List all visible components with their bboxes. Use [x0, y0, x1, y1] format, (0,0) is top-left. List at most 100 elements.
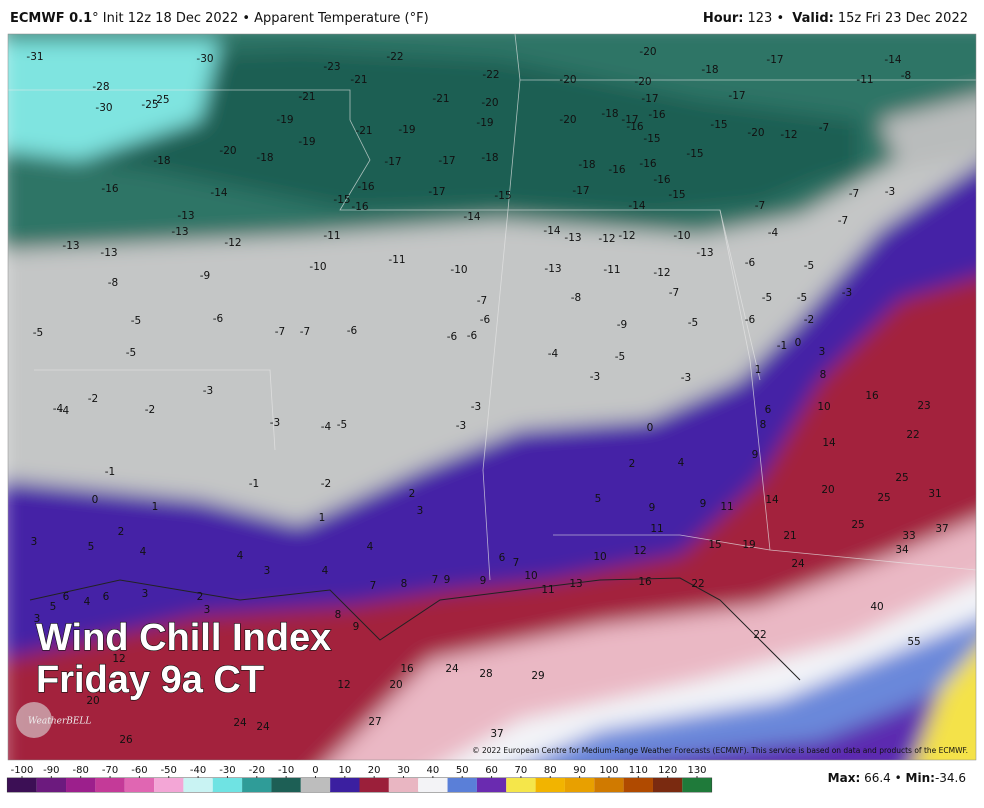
map-value: 23 — [917, 400, 930, 412]
map-value: -16 — [357, 181, 374, 193]
map-value: -2 — [88, 393, 98, 405]
map-value: -12 — [224, 237, 241, 249]
map-value: 3 — [31, 536, 38, 548]
map-value: -6 — [347, 325, 358, 337]
colorbar-segment — [330, 778, 360, 792]
header-right: Hour: 123 • Valid: 15z Fri 23 Dec 2022 — [703, 11, 968, 26]
map-value: 1 — [152, 501, 159, 513]
logo-icon — [16, 702, 52, 738]
map-value: 37 — [935, 523, 948, 535]
map-value: -20 — [747, 127, 764, 139]
map-value: -6 — [745, 314, 756, 326]
colorbar-label: 100 — [599, 765, 618, 776]
map-value: 9 — [649, 502, 656, 514]
max-label: Max: — [827, 771, 861, 785]
map-value: -12 — [618, 230, 635, 242]
map-value: 9 — [444, 574, 451, 586]
map-value: -8 — [571, 292, 581, 304]
hour-label: Hour: — [702, 11, 744, 26]
map-value: -10 — [450, 264, 467, 276]
map-value: 24 — [233, 717, 247, 729]
map-value: -11 — [388, 254, 405, 266]
colorbar-segment — [623, 778, 653, 792]
map-value: -18 — [578, 159, 595, 171]
map-value: -7 — [669, 287, 679, 299]
map-value: 2 — [629, 458, 636, 470]
map-frame — [7, 33, 977, 761]
colorbar-label: -50 — [161, 765, 177, 776]
map-value: 4 — [678, 457, 685, 469]
colorbar-label: -20 — [249, 765, 265, 776]
map-value: -14 — [210, 187, 227, 199]
map-value: -16 — [608, 164, 625, 176]
colorbar-label: 80 — [544, 765, 557, 776]
colorbar-segment — [124, 778, 155, 792]
map-value: 8 — [820, 369, 827, 381]
map-value: 3 — [204, 604, 211, 616]
map-value: 14 — [765, 494, 779, 506]
map-value: 5 — [88, 541, 95, 553]
map-value: 7 — [370, 580, 377, 592]
map-value: 3 — [34, 613, 41, 625]
map-value: -31 — [26, 51, 43, 63]
map-value: -25 — [141, 99, 158, 111]
map-value: -1 — [105, 466, 115, 478]
map-value: -5 — [131, 315, 141, 327]
map-value: -21 — [350, 74, 367, 86]
map-value: 20 — [389, 679, 402, 691]
map-value: -15 — [494, 190, 511, 202]
map-value: 22 — [753, 629, 766, 641]
map-value: -10 — [673, 230, 690, 242]
map-value: -9 — [617, 319, 627, 331]
map-value: -18 — [256, 152, 273, 164]
map-value: 15 — [708, 539, 721, 551]
map-value: -6 — [467, 330, 478, 342]
map-value: -17 — [428, 186, 445, 198]
map-value: -9 — [200, 270, 210, 282]
map-value: -19 — [298, 136, 315, 148]
map-value: -5 — [615, 351, 625, 363]
colorbar-label: 90 — [573, 765, 586, 776]
map-value: -4 — [53, 403, 64, 415]
map-value: -1 — [249, 478, 259, 490]
colorbar-label: 120 — [658, 765, 677, 776]
map-value: -7 — [477, 295, 487, 307]
map-value: -13 — [100, 247, 117, 259]
map-value: -4 — [768, 227, 779, 239]
min-label: Min: — [905, 771, 935, 785]
map-value: 22 — [906, 429, 919, 441]
map-value: 3 — [142, 588, 149, 600]
map-value: 0 — [647, 422, 654, 434]
map-value: -17 — [621, 114, 638, 126]
colorbar-segment — [95, 778, 125, 792]
map-value: -15 — [710, 119, 727, 131]
map-value: 11 — [720, 501, 733, 513]
map-value: 26 — [119, 734, 133, 746]
map-value: 12 — [633, 545, 646, 557]
colorbar-label: -70 — [102, 765, 118, 776]
map-value: 24 — [445, 663, 459, 675]
map-value: -21 — [432, 93, 449, 105]
map-value: 20 — [86, 695, 99, 707]
valid-label: Valid: — [792, 11, 834, 26]
colorbar-segment — [594, 778, 624, 792]
map-value: 12 — [337, 679, 350, 691]
colorbar-segment — [535, 778, 565, 792]
map-value: 9 — [700, 498, 707, 510]
map-value: 3 — [264, 565, 271, 577]
map-value: 16 — [400, 663, 414, 675]
colorbar-segment — [66, 778, 96, 792]
map-value: -19 — [276, 114, 293, 126]
colorbar-label: 70 — [515, 765, 528, 776]
colorbar-segment — [271, 778, 301, 792]
map-value: -14 — [543, 225, 560, 237]
header-left: ECMWF 0.1° Init 12z 18 Dec 2022 • Appare… — [10, 11, 429, 26]
map-value: 6 — [63, 591, 70, 603]
map-value: 1 — [755, 364, 762, 376]
map-value: 5 — [595, 493, 602, 505]
map-value: -8 — [108, 277, 118, 289]
map-value: -19 — [476, 117, 493, 129]
map-value: 34 — [895, 544, 909, 556]
logo: WeatherBELL — [28, 717, 91, 727]
map-value: 40 — [870, 601, 883, 613]
